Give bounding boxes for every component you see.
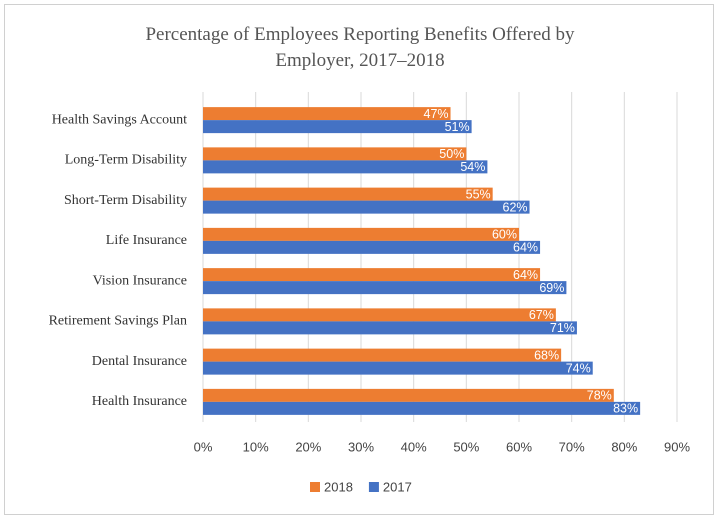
y-tick-label: Retirement Savings Plan	[49, 314, 187, 329]
bar	[203, 268, 541, 282]
bar	[203, 308, 556, 322]
bar	[203, 348, 562, 362]
x-tick-label: 20%	[295, 439, 321, 454]
data-label: 55%	[466, 187, 491, 201]
y-tick-label: Vision Insurance	[93, 273, 187, 288]
x-tick-label: 80%	[611, 439, 637, 454]
bar	[203, 281, 567, 295]
data-label: 68%	[534, 348, 559, 362]
x-tick-label: 30%	[348, 439, 374, 454]
x-tick-label: 10%	[243, 439, 269, 454]
data-label: 60%	[492, 228, 517, 242]
legend-label: 2018	[324, 479, 353, 494]
x-tick-label: 70%	[559, 439, 585, 454]
bar	[203, 321, 577, 335]
data-label: 69%	[539, 281, 564, 295]
x-tick-label: 60%	[506, 439, 532, 454]
bar	[203, 160, 488, 174]
legend-label: 2017	[383, 479, 412, 494]
bar	[203, 240, 541, 254]
bar	[203, 200, 530, 214]
bar	[203, 187, 493, 201]
chart-title: Percentage of Employees Reporting Benefi…	[145, 24, 575, 71]
data-label: 64%	[513, 268, 538, 282]
data-label: 78%	[587, 389, 612, 403]
x-tick-label: 50%	[453, 439, 479, 454]
data-label: 50%	[439, 147, 464, 161]
data-label: 74%	[566, 361, 591, 375]
legend-swatch	[368, 482, 379, 492]
y-tick-label: Long-Term Disability	[65, 153, 187, 168]
data-label: 51%	[445, 120, 470, 134]
y-tick-label: Life Insurance	[106, 233, 187, 248]
y-tick-label: Dental Insurance	[92, 354, 187, 369]
y-tick-label: Health Savings Account	[52, 112, 187, 127]
bar	[203, 120, 472, 134]
data-label: 47%	[424, 107, 449, 121]
data-label: 64%	[513, 241, 538, 255]
x-tick-label: 40%	[401, 439, 427, 454]
data-label: 54%	[460, 160, 485, 174]
bar	[203, 361, 593, 375]
bar	[203, 107, 451, 121]
y-tick-label: Short-Term Disability	[64, 193, 187, 208]
data-label: 67%	[529, 308, 554, 322]
bar	[203, 227, 519, 241]
x-tick-label: 90%	[664, 439, 690, 454]
x-tick-label: 0%	[194, 439, 213, 454]
y-tick-label: Health Insurance	[92, 394, 187, 409]
data-label: 83%	[613, 402, 638, 416]
bar	[203, 388, 614, 402]
chart-frame	[4, 4, 714, 515]
data-label: 62%	[503, 200, 528, 214]
legend-swatch	[310, 482, 320, 492]
data-label: 71%	[550, 321, 575, 335]
bar	[203, 147, 467, 161]
bar	[203, 401, 641, 415]
